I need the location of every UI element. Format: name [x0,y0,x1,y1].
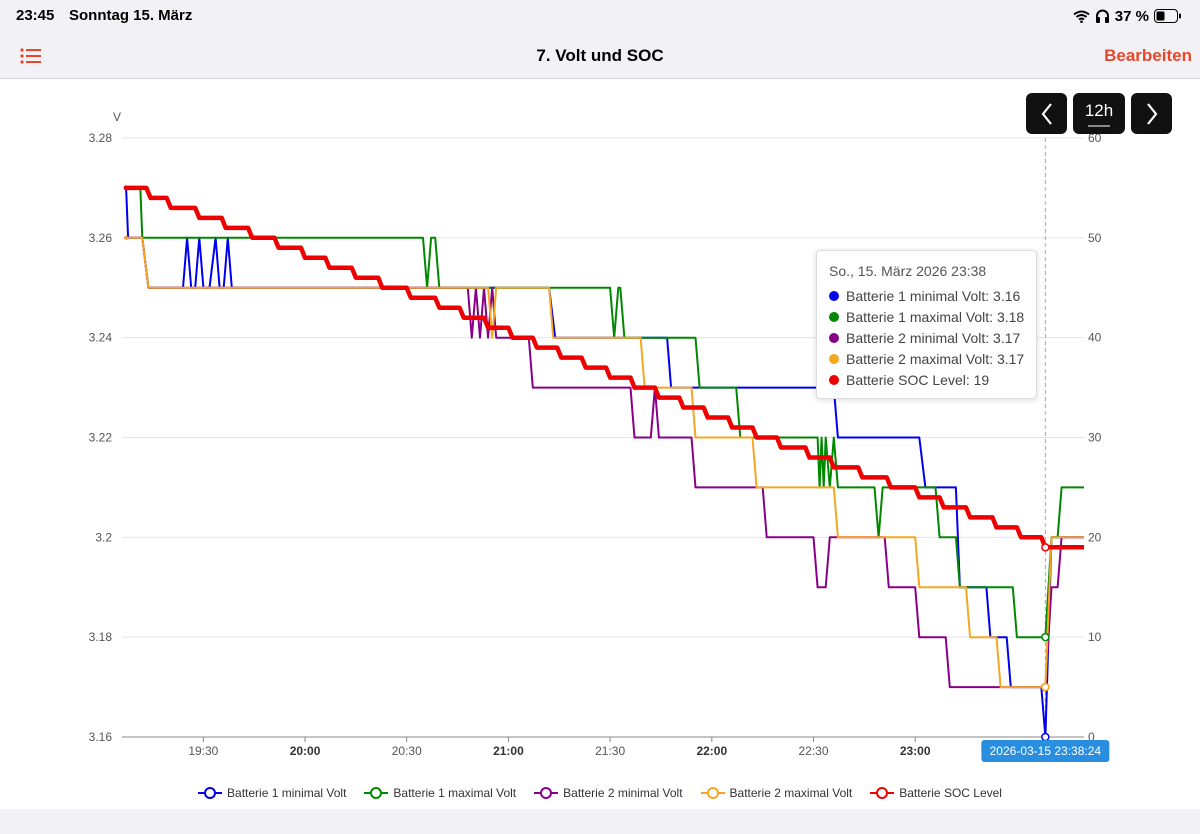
cursor-point [1041,632,1050,642]
tooltip-row: Batterie SOC Level: 19 [829,369,1036,390]
tooltip-row-label: Batterie 2 maximal Volt: 3.17 [846,350,1025,367]
x-tick-label: 21:30 [595,744,625,758]
chart-tooltip: So., 15. März 2026 23:38 Batterie 1 mini… [816,250,1037,399]
volt-soc-chart[interactable]: 3.16 3.18 3.2 3.22 3.24 3.26 3.28 0 10 20 30 40 50 60… [0,79,1200,809]
tooltip-row: Batterie 2 maximal Volt: 3.17 [829,348,1036,369]
legend-label: Batterie 1 maximal Volt [393,786,517,800]
chart-legend: Batterie 1 minimal Volt Batterie 1 maxima… [0,784,1200,802]
legend-line-icon [198,787,223,799]
tooltip-row-label: Batterie 2 minimal Volt: 3.17 [846,329,1021,346]
y2-tick-label: 20 [1088,530,1102,544]
series-line-5 [126,185,1084,550]
tooltip-title: So., 15. März 2026 23:38 [829,263,987,279]
time-range-button[interactable]: 12h [1073,93,1125,134]
edit-button[interactable]: Bearbeiten [1104,46,1192,65]
page-title: 7. Volt und SOC [536,46,664,65]
y2-tick-label: 10 [1088,630,1102,644]
legend-label: Batterie 2 maximal Volt [729,786,853,800]
cursor-time-badge [981,740,1110,762]
legend-label: Batterie SOC Level [899,786,1002,800]
tooltip-row-label: Batterie 1 maximal Volt: 3.18 [846,308,1025,325]
battery-percent: 37 % [1114,7,1149,25]
y-tick-label: 3.2 [95,530,112,544]
cursor-time-label: 2026-03-15 23:38:24 [990,744,1102,758]
navigation-bar: 7. Volt und SOC Bearbeiten [0,32,1200,79]
y2-tick-label: 40 [1088,331,1102,345]
x-tick-label: 20:00 [290,744,321,758]
legend-line-icon [700,787,725,799]
y-tick-label: 3.24 [89,331,113,345]
x-tick-label: 19:30 [188,744,218,758]
legend-label: Batterie 1 minimal Volt [227,786,347,800]
y-axis-label: V [113,110,121,124]
chevron-right-icon [1146,102,1157,125]
legend-item[interactable]: Batterie 2 minimal Volt [534,784,683,802]
tooltip-row: Batterie 2 minimal Volt: 3.17 [829,327,1036,348]
y2-tick-label: 30 [1088,431,1102,445]
y2-tick-label: 50 [1088,231,1102,245]
y-tick-label: 3.18 [89,630,113,644]
status-time: 23:45 [16,7,55,24]
next-period-button[interactable] [1131,93,1172,134]
tooltip-dot-icon [829,311,839,322]
headphones-icon [1095,9,1109,23]
cursor-point [1041,732,1050,742]
legend-item[interactable]: Batterie 1 maximal Volt [364,784,516,802]
legend-item[interactable]: Batterie SOC Level [870,784,1002,802]
time-range-label: 12h [1084,100,1114,120]
chart-area: 3.16 3.18 3.2 3.22 3.24 3.26 3.28 0 10 20 30 40 50 60… [0,79,1200,809]
y2-tick-label: 0 [1088,730,1095,744]
series-start-point [123,185,129,191]
y-tick-label: 3.26 [89,231,113,245]
chevron-left-icon [1041,102,1052,125]
legend-item[interactable]: Batterie 1 minimal Volt [198,784,346,802]
bottom-strip [0,809,1200,834]
x-tick-label: 23:00 [900,744,931,758]
status-bar: 23:45 Sonntag 15. März 37 % [0,0,1200,32]
tooltip-row-label: Batterie SOC Level: 19 [846,371,990,388]
list-menu-icon[interactable] [20,47,42,65]
tooltip-row: Batterie 1 maximal Volt: 3.18 [829,306,1036,327]
x-tick-label: 20:30 [392,744,422,758]
status-indicators: 37 % [1073,6,1182,26]
y-tick-label: 3.16 [89,730,113,744]
series-line-4 [126,236,1084,689]
legend-label: Batterie 2 minimal Volt [563,786,683,800]
series-start-point [124,236,128,240]
series-line-3 [126,236,1084,689]
tooltip-row-label: Batterie 1 minimal Volt: 3.16 [846,287,1021,304]
tooltip-row: Batterie 1 minimal Volt: 3.16 [829,285,1036,306]
legend-item[interactable]: Batterie 2 maximal Volt [700,784,853,802]
status-date: Sonntag 15. März [69,7,193,24]
tooltip-dot-icon [829,332,839,343]
time-range-underline [1088,124,1110,127]
legend-line-icon [870,787,895,799]
wifi-icon [1073,10,1090,23]
tooltip-dot-icon [829,353,839,364]
y2-tick-label: 60 [1088,131,1102,145]
cursor-point [1041,682,1050,692]
x-tick-label: 22:00 [696,744,727,758]
previous-period-button[interactable] [1026,93,1067,134]
tooltip-dot-icon [829,290,839,301]
x-tick-label: 21:00 [493,744,524,758]
battery-icon [1154,9,1181,23]
legend-line-icon [534,787,559,799]
y-tick-label: 3.22 [89,431,113,445]
x-tick-label: 22:30 [798,744,828,758]
tooltip-dot-icon [829,374,839,385]
legend-line-icon [364,787,389,799]
cursor-point [1041,543,1050,552]
y-tick-label: 3.28 [89,131,113,145]
